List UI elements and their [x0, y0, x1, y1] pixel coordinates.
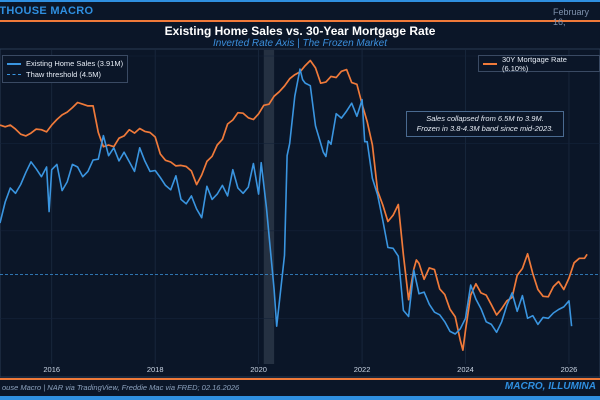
chart-subtitle: Inverted Rate Axis | The Frozen Market — [213, 38, 387, 49]
x-tick-2016: 2016 — [43, 365, 60, 374]
gridlines — [0, 50, 600, 364]
header-divider — [0, 20, 600, 22]
legend-swatch-solid-blue-icon — [7, 62, 21, 65]
legend-entry-rate: 30Y Mortgage Rate (6.10%) — [479, 55, 599, 73]
legend-swatch-solid-orange-icon — [483, 62, 497, 65]
report-date: February 16, — [553, 7, 590, 27]
legend-label-rate: 30Y Mortgage Rate (6.10%) — [501, 54, 567, 73]
top-accent-bar — [0, 0, 600, 2]
brand-name: ITHOUSE MACRO — [0, 5, 94, 17]
x-tick-2024: 2024 — [457, 365, 474, 374]
legend-label-sales: Existing Home Sales (3.91M) — [26, 59, 124, 68]
annotation-line-1: Sales collapsed from 6.5M to 3.9M. — [426, 114, 544, 123]
covid-shaded-band — [263, 50, 275, 364]
footer-brand: MACRO, ILLUMINA — [504, 381, 596, 392]
annotation-line-2: Frozen in 3.8-4.3M band since mid-2023. — [416, 124, 554, 133]
x-tick-2022: 2022 — [354, 365, 371, 374]
legend-left: Existing Home Sales (3.91M) Thaw thresho… — [2, 55, 129, 83]
footer-source: ouse Macro | NAR via TradingView, Freddi… — [2, 383, 240, 392]
chart-title: Existing Home Sales vs. 30-Year Mortgage… — [164, 24, 436, 38]
legend-label-threshold: Thaw threshold (4.5M) — [26, 70, 102, 79]
footer-divider — [0, 378, 600, 380]
legend-swatch-dashed-blue-icon — [7, 74, 21, 75]
x-tick-2026: 2026 — [561, 365, 578, 374]
legend-right: 30Y Mortgage Rate (6.10%) — [478, 55, 600, 73]
legend-entry-sales: Existing Home Sales (3.91M) — [3, 58, 127, 69]
x-tick-2020: 2020 — [250, 365, 267, 374]
legend-entry-threshold: Thaw threshold (4.5M) — [3, 69, 127, 80]
plot-area — [0, 48, 600, 378]
bottom-accent-bar — [0, 396, 600, 400]
annotation-box: Sales collapsed from 6.5M to 3.9M. Froze… — [406, 111, 564, 137]
home-sales-line — [0, 68, 573, 335]
x-axis-ticks: 2016 2018 2020 2022 2024 2026 — [43, 365, 577, 374]
x-tick-2018: 2018 — [147, 365, 164, 374]
